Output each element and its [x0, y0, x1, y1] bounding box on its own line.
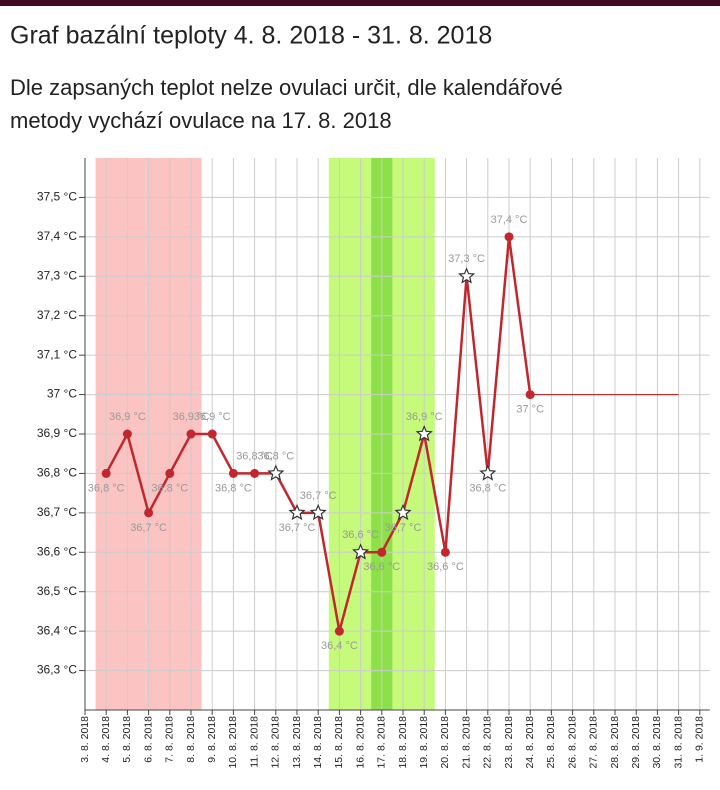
- x-tick-label: 27. 8. 2018: [588, 716, 600, 769]
- value-label: 36,8 °C: [215, 482, 252, 494]
- star-marker: [288, 503, 306, 521]
- value-label: 37,3 °C: [448, 253, 485, 265]
- point: [186, 429, 196, 439]
- value-label: 36,7 °C: [385, 522, 422, 534]
- y-tick-label: 36,7 °C: [37, 505, 77, 519]
- x-tick-label: 26. 8. 2018: [566, 716, 578, 769]
- point: [504, 232, 514, 242]
- x-tick-label: 17. 8. 2018: [376, 716, 388, 769]
- value-label: 36,7 °C: [130, 522, 167, 534]
- chart-title: Graf bazální teploty 4. 8. 2018 - 31. 8.…: [10, 22, 492, 50]
- value-label: 36,9 °C: [194, 411, 231, 423]
- y-tick-label: 36,6 °C: [37, 544, 77, 558]
- x-tick-label: 14. 8. 2018: [312, 716, 324, 769]
- value-label: 36,9 °C: [173, 411, 210, 423]
- x-tick-label: 25. 8. 2018: [545, 716, 557, 769]
- x-tick-label: 1. 9. 2018: [694, 716, 706, 763]
- x-tick-label: 8. 8. 2018: [185, 716, 197, 763]
- top-bar: [0, 0, 720, 6]
- value-label: 36,7 °C: [300, 490, 337, 502]
- point: [228, 468, 238, 478]
- y-tick-label: 36,8 °C: [37, 466, 77, 480]
- x-tick-label: 13. 8. 2018: [291, 716, 303, 769]
- x-tick-label: 19. 8. 2018: [418, 716, 430, 769]
- y-tick-label: 36,3 °C: [37, 663, 77, 677]
- x-tick-label: 22. 8. 2018: [482, 716, 494, 769]
- star-marker: [267, 464, 285, 481]
- point: [144, 508, 154, 518]
- value-label: 36,6 °C: [363, 561, 400, 573]
- star-marker: [415, 424, 433, 442]
- star-marker: [457, 267, 476, 284]
- point: [122, 429, 132, 439]
- x-tick-label: 21. 8. 2018: [460, 716, 472, 769]
- value-label: 36,4 °C: [321, 640, 358, 652]
- x-tick-label: 16. 8. 2018: [354, 716, 366, 769]
- x-tick-label: 6. 8. 2018: [142, 716, 154, 763]
- x-tick-label: 5. 8. 2018: [121, 716, 133, 763]
- value-label: 36,8 °C: [236, 450, 273, 462]
- y-tick-label: 37,4 °C: [37, 229, 77, 243]
- value-label: 36,9 °C: [406, 411, 443, 423]
- point: [250, 468, 260, 478]
- point: [440, 547, 450, 557]
- y-tick-label: 37,3 °C: [37, 268, 77, 282]
- chart-subtitle: Dle zapsaných teplot nelze ovulaci určit…: [10, 75, 563, 100]
- chart-subtitle: metody vychází ovulace na 17. 8. 2018: [10, 108, 392, 133]
- point: [207, 429, 217, 439]
- point: [165, 468, 175, 478]
- value-label: 36,8 °C: [469, 482, 506, 494]
- x-tick-label: 24. 8. 2018: [524, 716, 536, 769]
- point: [377, 547, 387, 557]
- value-label: 37,4 °C: [491, 214, 528, 226]
- value-label: 36,8 °C: [257, 450, 294, 462]
- x-tick-label: 10. 8. 2018: [227, 716, 239, 769]
- x-tick-label: 18. 8. 2018: [397, 716, 409, 769]
- star-marker: [351, 543, 370, 560]
- y-tick-label: 37 °C: [47, 387, 77, 401]
- x-tick-label: 28. 8. 2018: [609, 716, 621, 769]
- point: [334, 626, 344, 636]
- x-tick-label: 12. 8. 2018: [270, 716, 282, 769]
- x-tick-label: 9. 8. 2018: [206, 716, 218, 763]
- star-marker: [309, 503, 327, 521]
- point: [101, 468, 111, 478]
- x-tick-label: 4. 8. 2018: [100, 716, 112, 763]
- y-tick-label: 36,9 °C: [37, 426, 77, 440]
- x-tick-label: 29. 8. 2018: [630, 716, 642, 769]
- x-tick-label: 7. 8. 2018: [164, 716, 176, 763]
- value-label: 37 °C: [516, 403, 544, 415]
- x-tick-label: 20. 8. 2018: [439, 716, 451, 769]
- x-tick-label: 11. 8. 2018: [248, 716, 260, 768]
- value-label: 36,6 °C: [342, 529, 379, 541]
- value-label: 36,8 °C: [151, 482, 188, 494]
- y-tick-label: 37,5 °C: [37, 190, 77, 204]
- x-tick-label: 31. 8. 2018: [672, 716, 684, 769]
- star-marker: [479, 464, 497, 481]
- value-label: 36,8 °C: [88, 482, 125, 494]
- x-tick-label: 3. 8. 2018: [79, 716, 91, 763]
- value-label: 36,6 °C: [427, 561, 464, 573]
- value-label: 36,7 °C: [279, 522, 316, 534]
- star-marker: [394, 503, 412, 521]
- y-tick-label: 36,5 °C: [37, 584, 77, 598]
- y-tick-label: 37,2 °C: [37, 308, 77, 322]
- x-tick-label: 30. 8. 2018: [651, 716, 663, 769]
- y-tick-label: 36,4 °C: [37, 623, 77, 637]
- x-tick-label: 15. 8. 2018: [333, 716, 345, 769]
- y-tick-label: 37,1 °C: [37, 347, 77, 361]
- x-tick-label: 23. 8. 2018: [503, 716, 515, 769]
- value-label: 36,9 °C: [109, 411, 146, 423]
